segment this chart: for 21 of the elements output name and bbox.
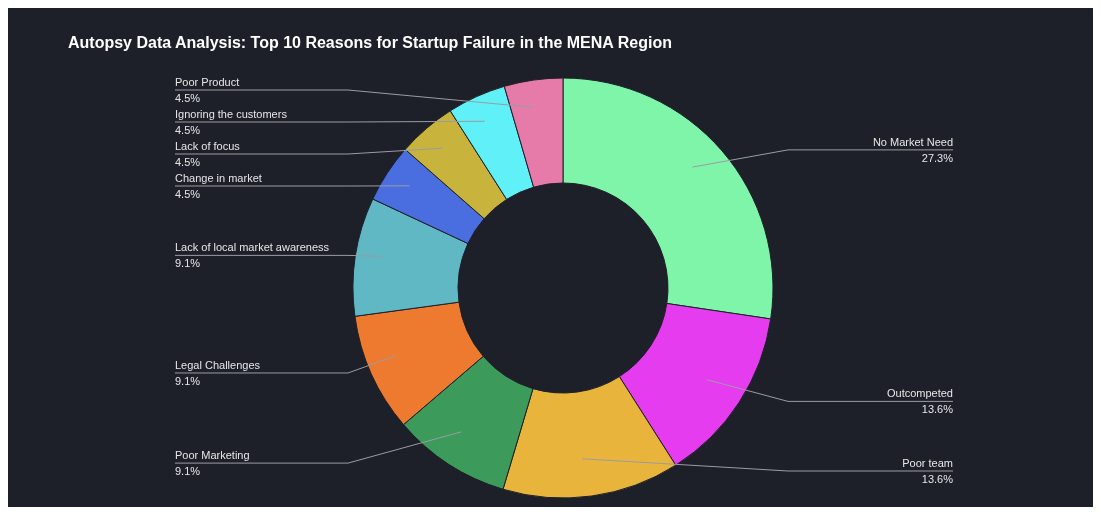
slice-label: Lack of focus [175,140,241,152]
slice-label: Poor Marketing [175,449,250,462]
data-label: 13.6% [921,473,954,485]
slice-label: Poor team [902,457,953,469]
slice-label: Outcompeted [886,387,953,400]
chart-title: Autopsy Data Analysis: Top 10 Reasons for Startup Failure in the MENA Region [68,34,672,52]
data-label: 4.5% [175,188,201,200]
slice-label: Poor Product [175,76,240,88]
data-label: 9.1% [175,257,201,270]
data-label: 4.5% [175,124,201,136]
slice-label: Ignoring the customers [175,108,288,120]
slice-label: No Market Need [872,135,953,148]
data-label: 13.6% [921,403,954,416]
data-label: 9.1% [175,465,201,478]
slice-label: Legal Challenges [175,358,261,371]
slice-label: Change in market [175,172,262,184]
data-label: 9.1% [175,374,201,387]
slice-label: Lack of local market awareness [175,241,330,254]
data-label: 4.5% [175,156,201,168]
data-label: 27.3% [921,151,954,164]
data-label: 4.5% [175,92,201,104]
